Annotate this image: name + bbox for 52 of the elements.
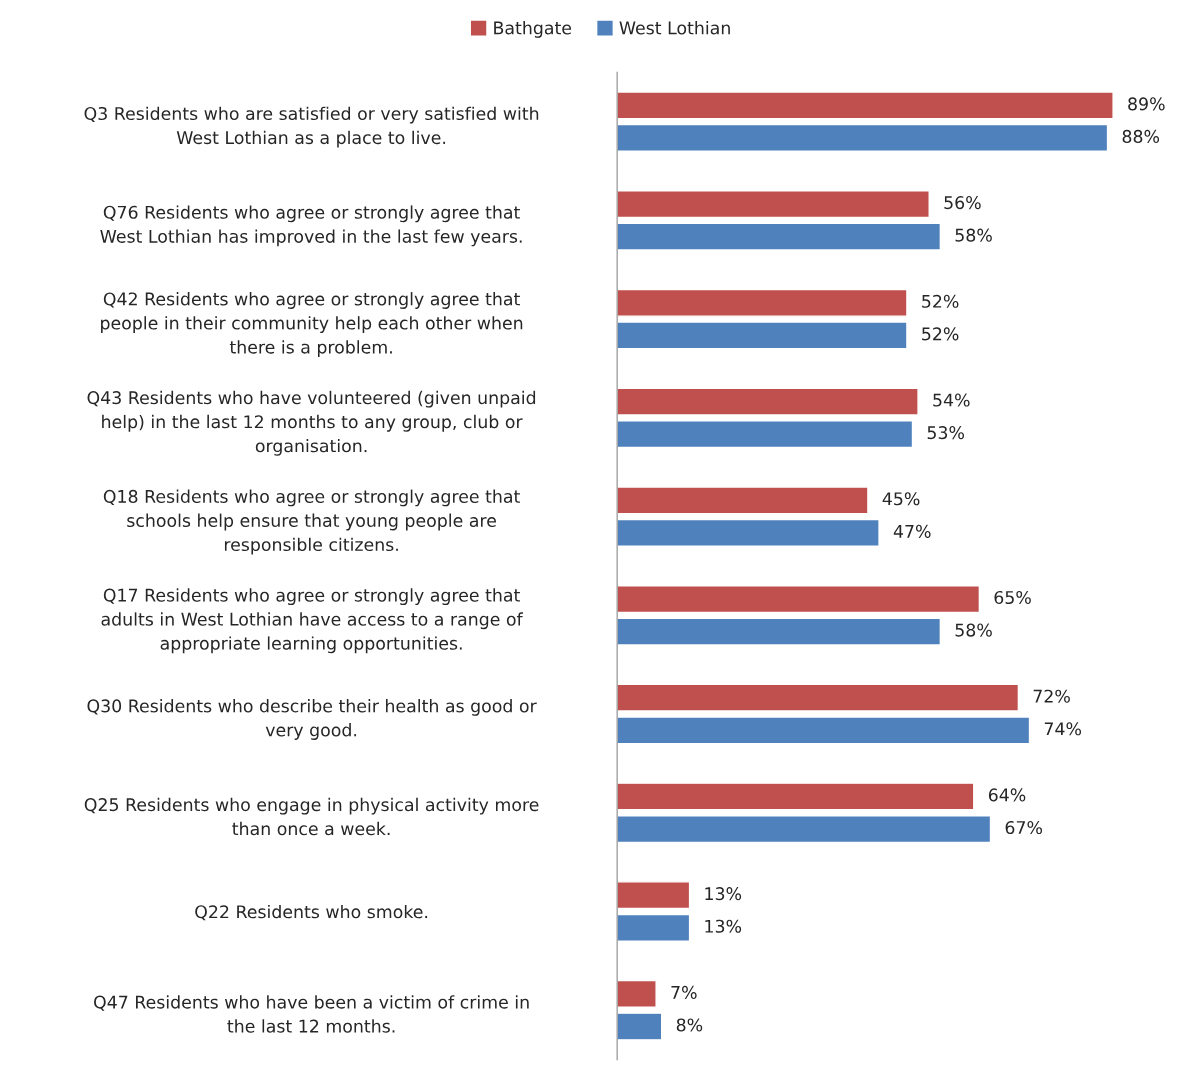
data-label: 47% bbox=[893, 524, 931, 538]
bar bbox=[617, 387, 919, 416]
data-label: 58% bbox=[955, 623, 992, 637]
bar bbox=[617, 486, 869, 515]
y-tick-label: Q18 Residents who agree or strongly agree that schools help ensure that young people are responsible citizens. bbox=[103, 489, 520, 555]
bar bbox=[617, 979, 657, 1008]
bar bbox=[617, 782, 975, 811]
bar bbox=[617, 321, 908, 350]
data-label: 13% bbox=[705, 887, 742, 901]
bar bbox=[617, 815, 992, 844]
data-label: 65% bbox=[994, 590, 1031, 605]
data-label: 7% bbox=[671, 985, 697, 999]
data-label: 52% bbox=[922, 294, 959, 308]
data-label: 13% bbox=[705, 919, 742, 933]
data-label: 52% bbox=[922, 327, 959, 341]
bar bbox=[617, 683, 1020, 712]
bar bbox=[617, 716, 1031, 745]
data-label: 89% bbox=[1128, 97, 1165, 111]
data-label: 72% bbox=[1033, 689, 1070, 703]
bar bbox=[617, 913, 691, 942]
data-label: 53% bbox=[927, 426, 965, 440]
bar bbox=[617, 91, 1114, 120]
y-tick-label: Q43 Residents who have volunteered (given unpaid help) in the last 12 months to any group, club or organisation. bbox=[87, 390, 536, 456]
legend-label: Bathgate bbox=[494, 21, 572, 38]
data-label: 88% bbox=[1122, 129, 1160, 143]
bar bbox=[617, 1012, 663, 1041]
data-label: 67% bbox=[1005, 820, 1043, 835]
data-label: 8% bbox=[676, 1018, 703, 1032]
y-tick-label: Q30 Residents who describe their health as good or very good. bbox=[87, 699, 537, 740]
data-label: 54% bbox=[933, 393, 970, 407]
y-tick-label: Q76 Residents who agree or strongly agree that West Lothian has improved in the last few years. bbox=[100, 205, 522, 247]
bar bbox=[617, 420, 914, 449]
data-label: 64% bbox=[988, 788, 1026, 802]
data-label: 58% bbox=[955, 228, 992, 242]
y-tick-label: Q3 Residents who are satisfied or very satisfied with West Lothian as a place to live. bbox=[84, 106, 539, 148]
bar bbox=[617, 288, 908, 317]
bar bbox=[617, 190, 930, 219]
bar bbox=[617, 584, 981, 614]
y-tick-label: Q42 Residents who agree or strongly agree that people in their community help each other when there is a problem. bbox=[101, 292, 523, 358]
y-tick-label: Q25 Residents who engage in physical activity more than once a week. bbox=[84, 797, 539, 836]
bar bbox=[617, 518, 880, 547]
y-tick-label: Q47 Residents who have been a victim of crime in the last 12 months. bbox=[94, 995, 529, 1033]
y-tick-label: Q22 Residents who smoke. bbox=[195, 904, 428, 921]
bar bbox=[617, 881, 691, 910]
legend-label: West Lothian bbox=[619, 21, 730, 35]
bar bbox=[617, 222, 942, 251]
bar bbox=[617, 617, 942, 646]
bar bbox=[617, 123, 1109, 152]
data-label: 56% bbox=[944, 196, 981, 210]
data-label: 74% bbox=[1044, 722, 1082, 736]
y-tick-label: Q17 Residents who agree or strongly agree that adults in West Lothian have access to a range of appropriate learning opportunities. bbox=[101, 588, 523, 654]
data-label: 45% bbox=[882, 492, 920, 506]
